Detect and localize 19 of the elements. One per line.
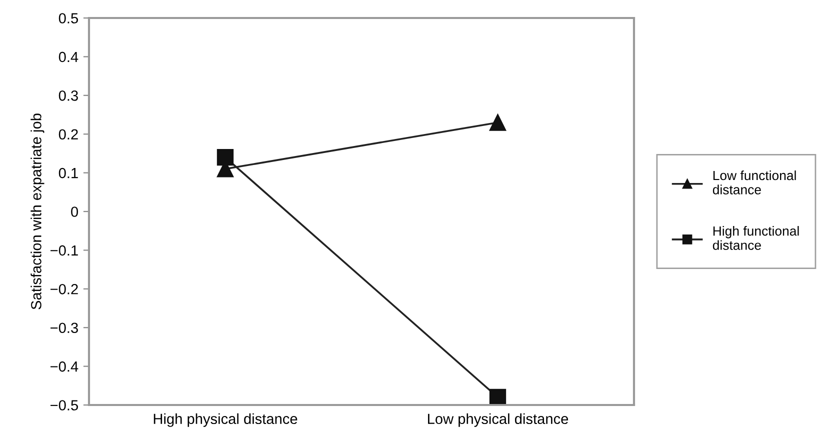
- point: [489, 388, 506, 405]
- y-tick-label: −0.5: [50, 400, 78, 410]
- x-tick-label: Low physical distance: [428, 413, 568, 427]
- legend-label: High functional distance: [712, 226, 799, 250]
- y-tick-label: 0: [71, 206, 78, 217]
- y-tick-label: −0.1: [50, 245, 78, 256]
- y-tick-label: 0.5: [58, 13, 78, 24]
- y-tick-label: −0.2: [50, 284, 78, 294]
- y-tick-label: 0.2: [58, 129, 78, 140]
- y-axis-title: Satisfaction with expatriate job: [30, 114, 44, 310]
- point: [489, 114, 506, 131]
- x-tick-label: High physical distance: [154, 413, 298, 427]
- point: [216, 148, 234, 166]
- y-tick-label: 0.4: [58, 52, 78, 62]
- legend-label: Low functional distance: [712, 170, 796, 194]
- y-tick-label: 0.1: [58, 168, 78, 178]
- y-tick-label: −0.4: [50, 361, 78, 372]
- y-tick-label: 0.3: [58, 90, 78, 101]
- y-tick-label: −0.3: [50, 322, 78, 334]
